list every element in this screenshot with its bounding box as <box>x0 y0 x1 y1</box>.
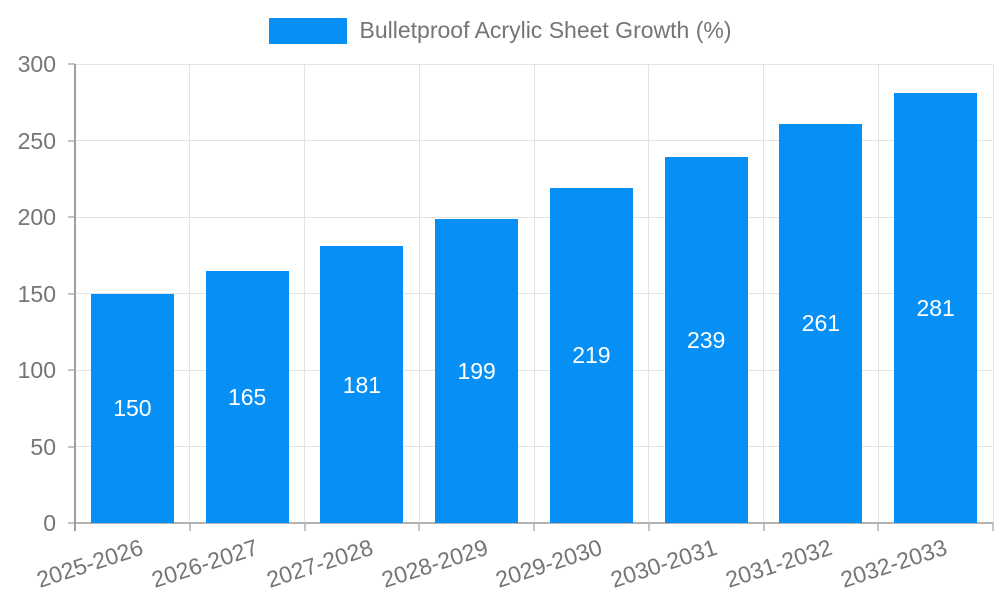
bar <box>894 93 978 523</box>
legend-label: Bulletproof Acrylic Sheet Growth (%) <box>359 17 732 43</box>
y-axis-tick <box>68 63 75 65</box>
x-axis-tick <box>303 523 306 531</box>
x-tick-label: 2028-2029 <box>378 534 491 593</box>
y-tick-label: 250 <box>17 127 56 154</box>
y-axis-tick <box>68 139 75 142</box>
x-axis-tick <box>877 523 880 531</box>
bar <box>205 270 289 523</box>
x-axis-tick <box>418 523 421 531</box>
bar <box>779 123 863 523</box>
bar <box>320 246 404 523</box>
y-tick-label: 150 <box>17 280 56 307</box>
x-grid-line <box>189 64 191 523</box>
x-tick-label: 2029-2030 <box>492 534 606 593</box>
x-axis-tick <box>992 523 994 531</box>
bar <box>435 218 519 523</box>
x-tick-label: 2026-2027 <box>148 534 262 593</box>
x-grid-line <box>533 64 535 523</box>
x-tick-label: 2031-2032 <box>722 534 835 593</box>
x-tick-label: 2030-2031 <box>607 534 721 593</box>
bar <box>549 187 633 523</box>
x-grid-line <box>648 64 650 523</box>
y-axis-tick <box>68 369 75 371</box>
y-tick-label: 300 <box>17 51 56 77</box>
x-axis-tick <box>762 523 765 531</box>
x-grid-line <box>992 64 994 523</box>
y-axis-tick <box>68 216 75 218</box>
y-tick-label: 200 <box>17 204 56 230</box>
y-tick-label: 100 <box>17 357 56 383</box>
x-grid-line <box>877 64 879 523</box>
x-axis-line <box>75 522 993 524</box>
x-grid-line <box>763 64 764 523</box>
y-axis-line <box>74 64 76 531</box>
y-tick-label: 0 <box>43 510 56 536</box>
bar <box>664 157 748 523</box>
x-axis-tick <box>533 523 535 531</box>
x-grid-line <box>418 64 420 523</box>
bar <box>90 293 174 523</box>
x-tick-label: 2032-2033 <box>837 534 950 593</box>
x-tick-label: 2027-2028 <box>263 534 376 593</box>
y-tick-label: 50 <box>30 433 56 460</box>
y-axis-tick <box>68 522 75 524</box>
legend-swatch <box>268 17 347 44</box>
legend-item[interactable]: Bulletproof Acrylic Sheet Growth (%) <box>0 17 1000 44</box>
x-axis-tick <box>188 523 191 531</box>
y-axis-tick <box>68 445 75 448</box>
x-grid-line <box>304 64 305 523</box>
x-tick-label: 2025-2026 <box>33 534 147 593</box>
y-axis-tick <box>68 292 75 295</box>
x-axis-tick <box>647 523 650 531</box>
